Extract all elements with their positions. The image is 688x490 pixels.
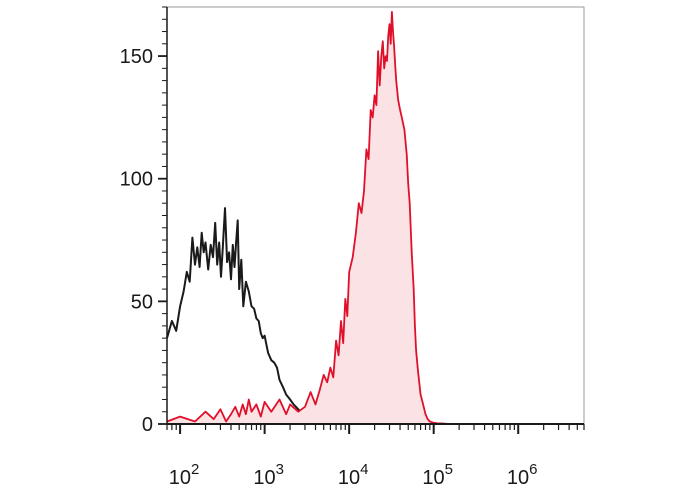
series-1-fill	[167, 11, 584, 425]
series-layer	[166, 10, 584, 425]
x-tick-label: 102	[169, 461, 200, 489]
y-tick-label: 0	[142, 414, 153, 436]
labels-layer: 0 50 100 150 102 103 104 105 106	[120, 46, 538, 489]
x-tick-label: 106	[507, 461, 538, 489]
y-tick-label: 150	[120, 46, 153, 68]
x-tick-label: 104	[338, 461, 369, 489]
axes-layer	[158, 6, 585, 434]
y-tick-label: 100	[120, 169, 153, 191]
x-tick-label: 103	[253, 461, 284, 489]
series-1-line	[166, 10, 584, 425]
x-tick-label: 105	[422, 461, 453, 489]
y-tick-label: 50	[131, 291, 153, 313]
